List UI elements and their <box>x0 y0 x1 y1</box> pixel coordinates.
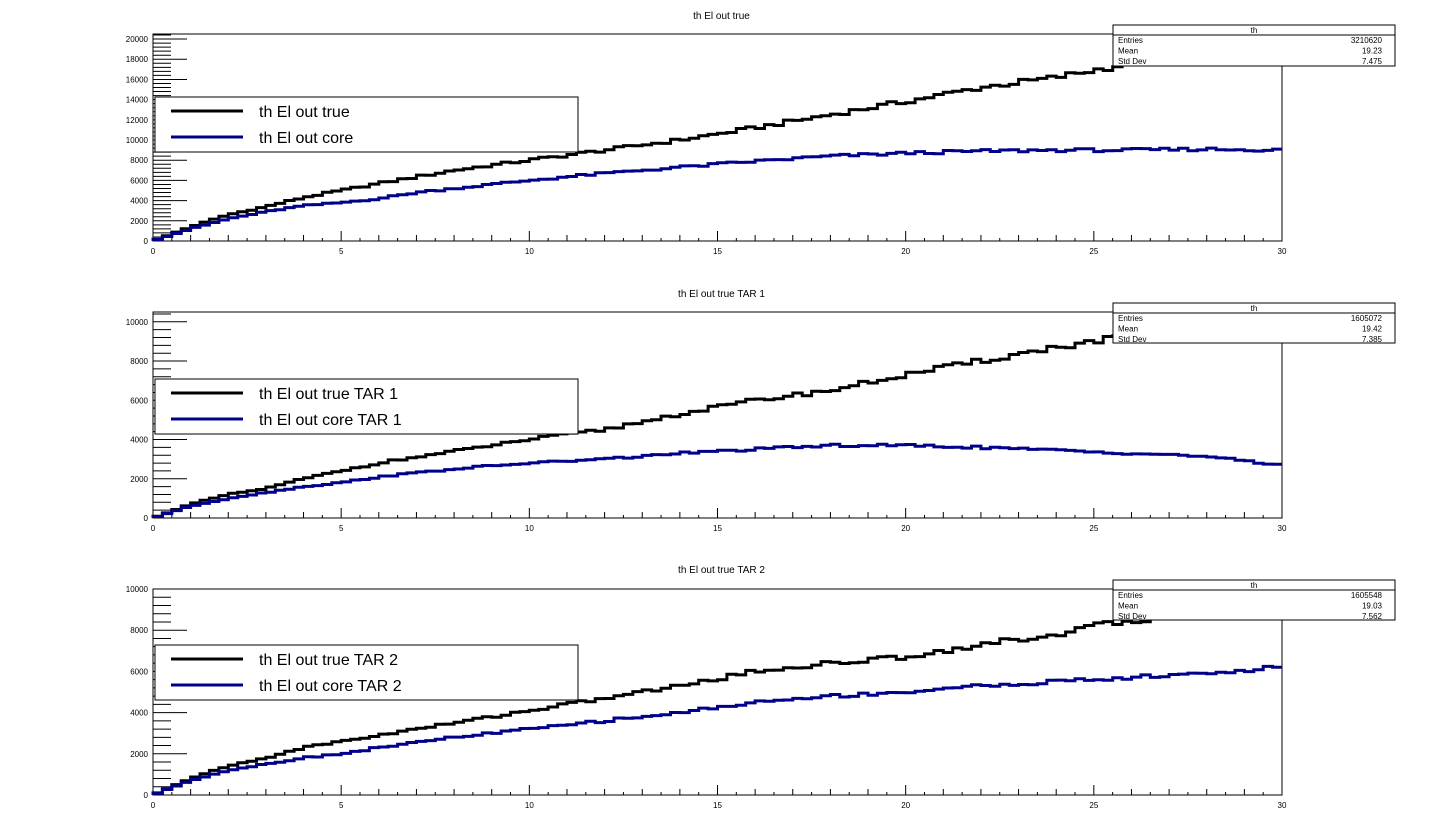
stats-box-frame <box>1112 24 1396 67</box>
legend-label: th El out core <box>259 130 353 147</box>
stats-value: 3210620 <box>1351 36 1383 45</box>
stats-box-header: th <box>1251 581 1258 590</box>
legend-frame <box>154 644 579 701</box>
x-tick-label: 0 <box>151 524 156 533</box>
stats-box: th Entries 1605548 Mean 19.03 Std Dev 7.562 <box>1112 579 1396 621</box>
panel-title: th El out true <box>693 11 750 22</box>
x-tick-label: 5 <box>339 524 344 533</box>
stats-label: Entries <box>1118 314 1143 323</box>
stats-box-frame <box>1112 302 1396 344</box>
x-tick-label: 0 <box>151 247 156 256</box>
stats-label: Mean <box>1118 47 1138 56</box>
x-tick-label: 25 <box>1089 801 1098 810</box>
x-tick-label: 10 <box>525 801 534 810</box>
stats-box: th Entries 3210620 Mean 19.23 Std Dev 7.475 <box>1112 24 1396 67</box>
x-tick-label: 15 <box>713 524 722 533</box>
x-tick-label: 25 <box>1089 524 1098 533</box>
x-tick-label: 10 <box>525 524 534 533</box>
y-tick-label: 20000 <box>126 35 149 44</box>
x-tick-label: 10 <box>525 247 534 256</box>
x-tick-label: 25 <box>1089 247 1098 256</box>
x-tick-label: 0 <box>151 801 156 810</box>
stats-label: Mean <box>1118 325 1138 334</box>
histogram-panel-1: th El out true 0 5 10 15 20 25 30 0 2000 4000 6000 8… <box>126 11 1396 256</box>
stats-value: 19.23 <box>1362 47 1383 56</box>
stats-label: Std Dev <box>1118 335 1146 344</box>
stats-box-header: th <box>1251 26 1258 35</box>
legend-label: th El out true TAR 1 <box>259 386 398 403</box>
y-tick-label: 6000 <box>130 396 148 405</box>
stats-value: 1605548 <box>1351 591 1383 600</box>
y-tick-label: 12000 <box>126 116 149 125</box>
y-tick-label: 10000 <box>126 585 149 594</box>
y-tick-label: 16000 <box>126 75 149 84</box>
histogram-series-core <box>151 664 1282 795</box>
x-tick-label: 30 <box>1278 801 1287 810</box>
y-tick-label: 0 <box>144 237 149 246</box>
y-tick-label: 18000 <box>126 55 149 64</box>
x-tick-label: 30 <box>1278 524 1287 533</box>
x-tick-label: 20 <box>901 247 910 256</box>
panel-title: th El out true TAR 1 <box>678 289 765 300</box>
y-tick-label: 8000 <box>130 626 148 635</box>
y-tick-label: 4000 <box>130 709 148 718</box>
y-tick-label: 4000 <box>130 197 148 206</box>
histogram-series-true <box>151 314 1282 518</box>
y-tick-label: 4000 <box>130 436 148 445</box>
stats-label: Mean <box>1118 602 1138 611</box>
legend: th El out true TAR 1 th El out core TAR 1 <box>154 378 579 435</box>
legend-frame <box>154 378 579 435</box>
y-tick-label: 2000 <box>130 475 148 484</box>
x-tick-label: 5 <box>339 247 344 256</box>
stats-value: 19.42 <box>1362 325 1383 334</box>
stats-value: 7.562 <box>1362 612 1383 621</box>
stats-label: Std Dev <box>1118 612 1146 621</box>
stats-value: 7.385 <box>1362 335 1383 344</box>
y-tick-label: 6000 <box>130 176 148 185</box>
histogram-series-core <box>151 442 1282 518</box>
y-tick-label: 0 <box>144 791 149 800</box>
histogram-series-true <box>151 601 1282 795</box>
y-tick-label: 14000 <box>126 96 149 105</box>
y-tick-label: 8000 <box>130 357 148 366</box>
y-tick-label: 0 <box>144 514 149 523</box>
x-tick-label: 5 <box>339 801 344 810</box>
x-tick-label: 20 <box>901 524 910 533</box>
histogram-series-true <box>151 38 1282 241</box>
legend-label: th El out true <box>259 104 350 121</box>
stats-box: th Entries 1605072 Mean 19.42 Std Dev 7.385 <box>1112 302 1396 344</box>
x-tick-label: 20 <box>901 801 910 810</box>
y-tick-label: 10000 <box>126 318 149 327</box>
stats-label: Entries <box>1118 36 1143 45</box>
histogram-panel-3: th El out true TAR 2 0 5 10 15 20 25 30 0 2000 400… <box>126 565 1396 810</box>
y-tick-label: 10000 <box>126 136 149 145</box>
y-tick-label: 2000 <box>130 217 148 226</box>
histogram-panel-2: th El out true TAR 1 0 5 10 15 20 25 30 0 2000 400… <box>126 289 1396 533</box>
stats-box-header: th <box>1251 304 1258 313</box>
legend-label: th El out true TAR 2 <box>259 652 398 669</box>
stats-label: Entries <box>1118 591 1143 600</box>
stats-value: 19.03 <box>1362 602 1383 611</box>
legend-label: th El out core TAR 2 <box>259 678 402 695</box>
y-tick-label: 8000 <box>130 156 148 165</box>
stats-label: Std Dev <box>1118 57 1146 66</box>
stats-value: 1605072 <box>1351 314 1383 323</box>
x-tick-label: 30 <box>1278 247 1287 256</box>
stats-box-frame <box>1112 579 1396 621</box>
legend: th El out true th El out core <box>154 96 579 153</box>
legend-frame <box>154 96 579 153</box>
stats-value: 7.475 <box>1362 57 1383 66</box>
legend-label: th El out core TAR 1 <box>259 412 402 429</box>
histogram-series-core <box>151 146 1282 241</box>
x-tick-label: 15 <box>713 247 722 256</box>
x-tick-label: 15 <box>713 801 722 810</box>
legend: th El out true TAR 2 th El out core TAR 2 <box>154 644 579 701</box>
y-tick-label: 2000 <box>130 750 148 759</box>
panel-title: th El out true TAR 2 <box>678 565 765 576</box>
y-tick-label: 6000 <box>130 667 148 676</box>
